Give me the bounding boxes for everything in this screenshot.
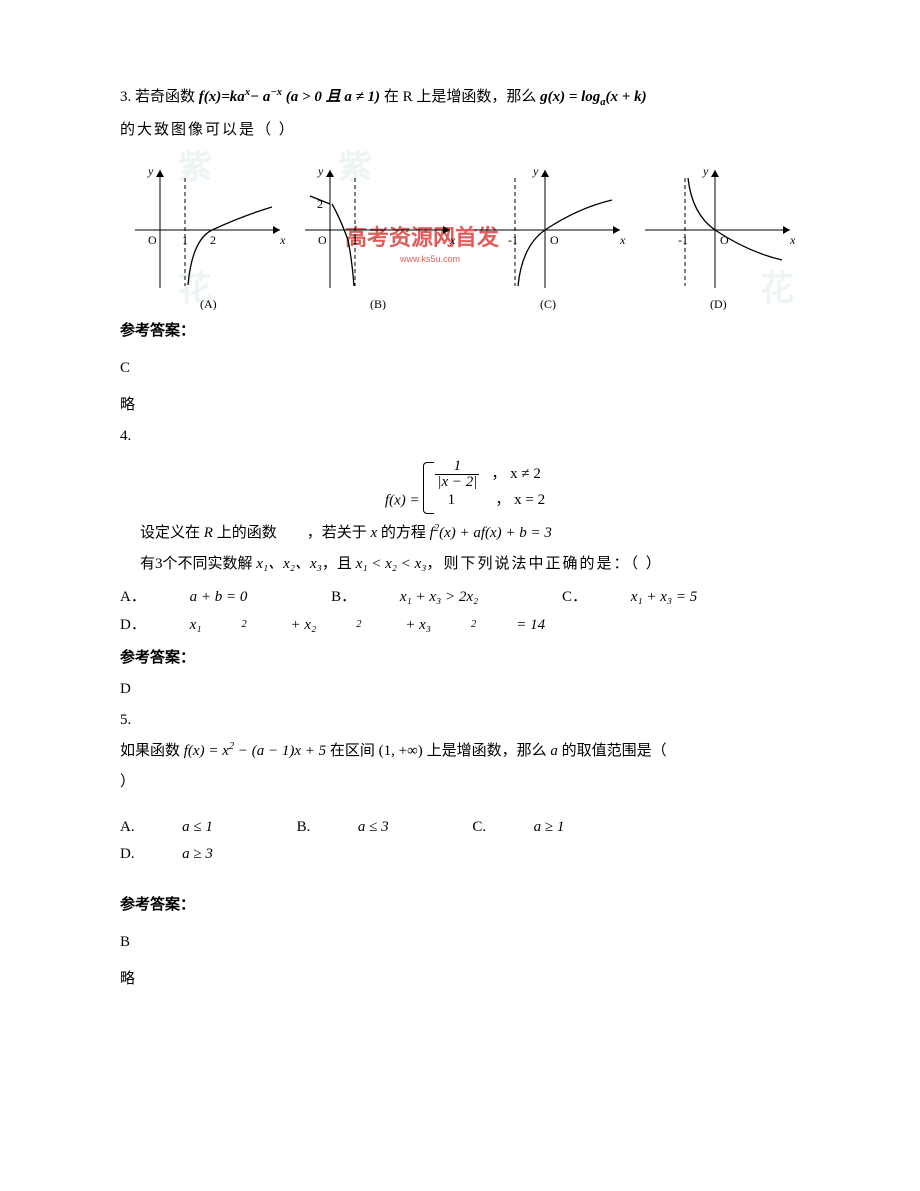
q3-stem-mid: 在 R 上是增函数，那么	[384, 89, 540, 105]
svg-text:y: y	[147, 164, 154, 178]
q4-stem: 设定义在 R 上的函数 pad ，若关于 x 的方程 f2(x) + af(x)…	[140, 520, 810, 578]
svg-text:高考资源网首发: 高考资源网首发	[345, 225, 500, 250]
q5-fx: f(x) = x2 − (a − 1)x + 5	[184, 743, 326, 759]
q4-stem-prefix: 设定义在	[140, 525, 204, 541]
q4-answer: D	[120, 676, 810, 703]
svg-text:(A): (A)	[200, 297, 217, 310]
q4-pw-cond2: ， x = 2	[495, 487, 545, 514]
q4-pw-v2: 1	[435, 487, 467, 514]
svg-text:O: O	[148, 233, 157, 247]
q4-pw-frac: 1 |x − 2|	[435, 459, 479, 490]
svg-text:y: y	[702, 164, 709, 178]
q3-number: 3.	[120, 89, 131, 105]
page: 3. 若奇函数 f(x)=kax− a−x (a > 0 且 a ≠ 1) 在 …	[0, 0, 920, 1191]
q3-fx: f(x)=kax− a−x (a > 0 且 a ≠ 1)	[199, 89, 384, 105]
q5-option-d: D. a ≥ 3	[120, 841, 253, 868]
q5-stem: 如果函数 f(x) = x2 − (a − 1)x + 5 在区间 (1, +∞…	[120, 738, 810, 765]
q3-answer-label: 参考答案：	[120, 318, 810, 345]
q5-option-a: A. a ≤ 1	[120, 814, 253, 841]
q4-piecewise: f(x) = 1 |x − 2| ， x ≠ 2 1 ， x = 2	[120, 462, 810, 515]
q5-options: A. a ≤ 1 B. a ≤ 3 C. a ≥ 1 D. a ≥ 3	[120, 814, 810, 868]
q3-stem-line2: 的大致图像可以是（ ）	[120, 117, 810, 144]
q4-answer-label: 参考答案：	[120, 645, 810, 672]
q4-option-c: C． x₁ + x₃ = 5	[562, 584, 737, 611]
svg-text:(D): (D)	[710, 297, 727, 310]
q3-stem-line1: 3. 若奇函数 f(x)=kax− a−x (a > 0 且 a ≠ 1) 在 …	[120, 84, 810, 113]
svg-text:www.ks5u.com: www.ks5u.com	[399, 254, 460, 264]
svg-text:2: 2	[210, 233, 216, 247]
q3-diagram-svg: 紫 紫 花 花 高考资源网首发 www.ks5u.com x y O 1 2	[120, 150, 800, 310]
q5-answer: B	[120, 929, 810, 956]
q3-answer: C	[120, 355, 810, 382]
q4-pw-cond1: ， x ≠ 2	[491, 461, 540, 488]
q5-explain: 略	[120, 966, 810, 993]
q3-stem-prefix: 若奇函数	[135, 89, 199, 105]
svg-text:x: x	[279, 233, 286, 247]
q4-eq: f2(x) + af(x) + b = 3	[430, 525, 552, 541]
svg-text:紫: 紫	[178, 150, 212, 186]
svg-text:-1: -1	[678, 233, 688, 247]
q5-number: 5.	[120, 707, 810, 734]
svg-text:y: y	[532, 164, 539, 178]
svg-text:x: x	[789, 233, 796, 247]
svg-text:x: x	[449, 233, 456, 247]
svg-text:O: O	[550, 233, 559, 247]
q5-answer-label: 参考答案：	[120, 892, 810, 919]
svg-text:x: x	[619, 233, 626, 247]
q4-piecewise-brace: 1 |x − 2| ， x ≠ 2 1 ， x = 2	[423, 462, 545, 514]
svg-text:O: O	[318, 233, 327, 247]
q5-stem-close: ）	[120, 769, 810, 796]
svg-text:O: O	[720, 233, 729, 247]
q4-option-d: D． x₁2 + x₂2 + x₃2 = 14	[120, 612, 625, 639]
q4-R: R	[204, 525, 213, 541]
svg-text:-1: -1	[508, 233, 518, 247]
q3-explain: 略	[120, 392, 810, 419]
svg-text:(B): (B)	[370, 297, 386, 310]
q5-option-c: C. a ≥ 1	[472, 814, 604, 841]
svg-text:(C): (C)	[540, 297, 556, 310]
q4-option-a: A． a + b = 0	[120, 584, 287, 611]
q3-diagram-strip: 紫 紫 花 花 高考资源网首发 www.ks5u.com x y O 1 2	[120, 150, 810, 310]
q4-number: 4.	[120, 423, 810, 450]
svg-text:y: y	[317, 164, 324, 178]
q4-option-b: B． x₁ + x₃ > 2x₂	[331, 584, 518, 611]
q3-gx: g(x) = loga(x + k)	[540, 89, 647, 105]
q5-option-b: B. a ≤ 3	[297, 814, 429, 841]
q4-fx-lhs: f(x) =	[385, 492, 420, 508]
svg-text:花: 花	[760, 270, 794, 308]
q4-options: A． a + b = 0 B． x₁ + x₃ > 2x₂ C． x₁ + x₃…	[120, 584, 810, 638]
